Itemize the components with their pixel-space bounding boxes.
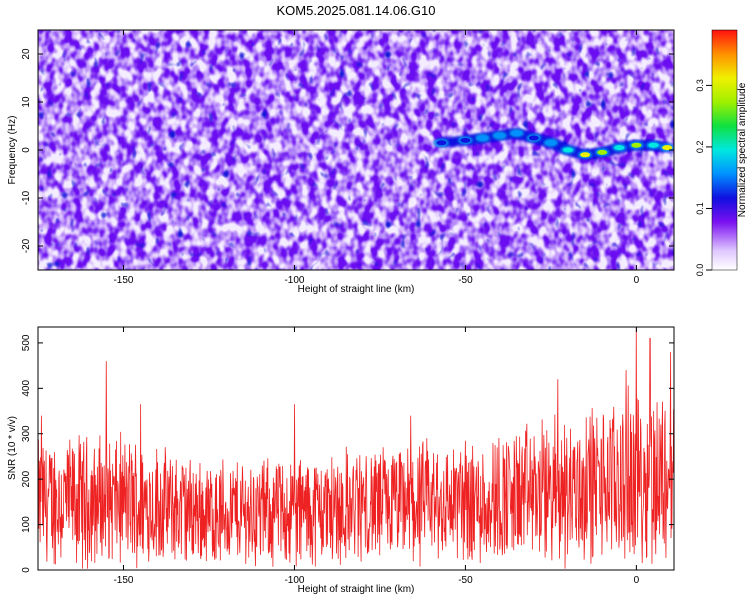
snr-frame xyxy=(37,326,675,571)
signal-point xyxy=(597,149,608,155)
figure-title: KOM5.2025.081.14.06.G10 xyxy=(276,3,435,18)
colorbar-tick-label: 0.1 xyxy=(695,202,705,215)
colorbar-tick-label: 0.2 xyxy=(695,141,705,154)
snr-ytick-label: 500 xyxy=(21,334,32,351)
spectrogram-xlabel: Height of straight line (km) xyxy=(298,284,415,295)
snr-ylabel: SNR (10 * v/v) xyxy=(7,416,18,480)
snr-xtick-label: -100 xyxy=(284,575,304,586)
colorbar: 0.0 0.1 0.2 0.3 Normalized spectral amplitu… xyxy=(695,29,748,276)
signal-point xyxy=(494,133,505,139)
spectrogram-ytick-label: 0 xyxy=(21,147,32,153)
spectrogram-xtick-label: 0 xyxy=(634,275,640,286)
spectrogram-xtick-label: -150 xyxy=(113,275,133,286)
signal-point xyxy=(631,142,642,148)
signal-point xyxy=(477,135,488,141)
snr-xtick-label: 0 xyxy=(634,575,640,586)
snr-ytick-label: 0 xyxy=(21,567,32,573)
signal-point xyxy=(563,147,573,153)
snr-xtick-label: -150 xyxy=(113,575,133,586)
spectrogram-ytick-label: 20 xyxy=(21,48,32,60)
signal-point xyxy=(662,145,673,151)
snr-ytick-label: 300 xyxy=(21,425,32,442)
snr-xtick-label: -50 xyxy=(458,575,473,586)
colorbar-label: Normalized spectral amplitude xyxy=(737,82,748,217)
spectrogram-xtick-label: -100 xyxy=(284,275,304,286)
signal-point xyxy=(545,140,556,146)
snr-ytick-label: 100 xyxy=(21,516,32,533)
signal-point xyxy=(511,130,522,136)
spectrogram-ytick-label: -10 xyxy=(21,190,32,205)
spectrogram-ylabel: Frequency (Hz) xyxy=(7,116,18,185)
colorbar-tick-label: 0.0 xyxy=(695,264,705,277)
snr-ytick-label: 400 xyxy=(21,380,32,397)
signal-point xyxy=(528,135,539,141)
colorbar-ticks: 0.0 0.1 0.2 0.3 xyxy=(695,79,712,276)
signal-track xyxy=(433,128,674,160)
spectrogram-xtick-label: -50 xyxy=(458,275,473,286)
snr-series-line xyxy=(38,327,674,569)
colorbar-tick-label: 0.3 xyxy=(695,79,705,92)
spectrogram-ytick-label: -20 xyxy=(21,238,32,253)
signal-point xyxy=(460,137,471,143)
signal-point xyxy=(436,140,447,146)
spectrogram-ytick-label: 10 xyxy=(21,96,32,108)
snr-xlabel: Height of straight line (km) xyxy=(298,584,415,595)
colorbar-frame xyxy=(711,29,738,271)
snr-ticks: -150 -100 -50 0 0 100 200 300 400 500 xyxy=(21,327,674,586)
signal-point xyxy=(614,145,625,151)
snr-panel: -150 -100 -50 0 0 100 200 300 400 500 SNR (10 * v… xyxy=(7,326,675,595)
snr-ytick-label: 200 xyxy=(21,470,32,487)
colorbar-gradient xyxy=(712,30,737,270)
signal-point xyxy=(648,142,659,148)
signal-point xyxy=(580,152,591,158)
